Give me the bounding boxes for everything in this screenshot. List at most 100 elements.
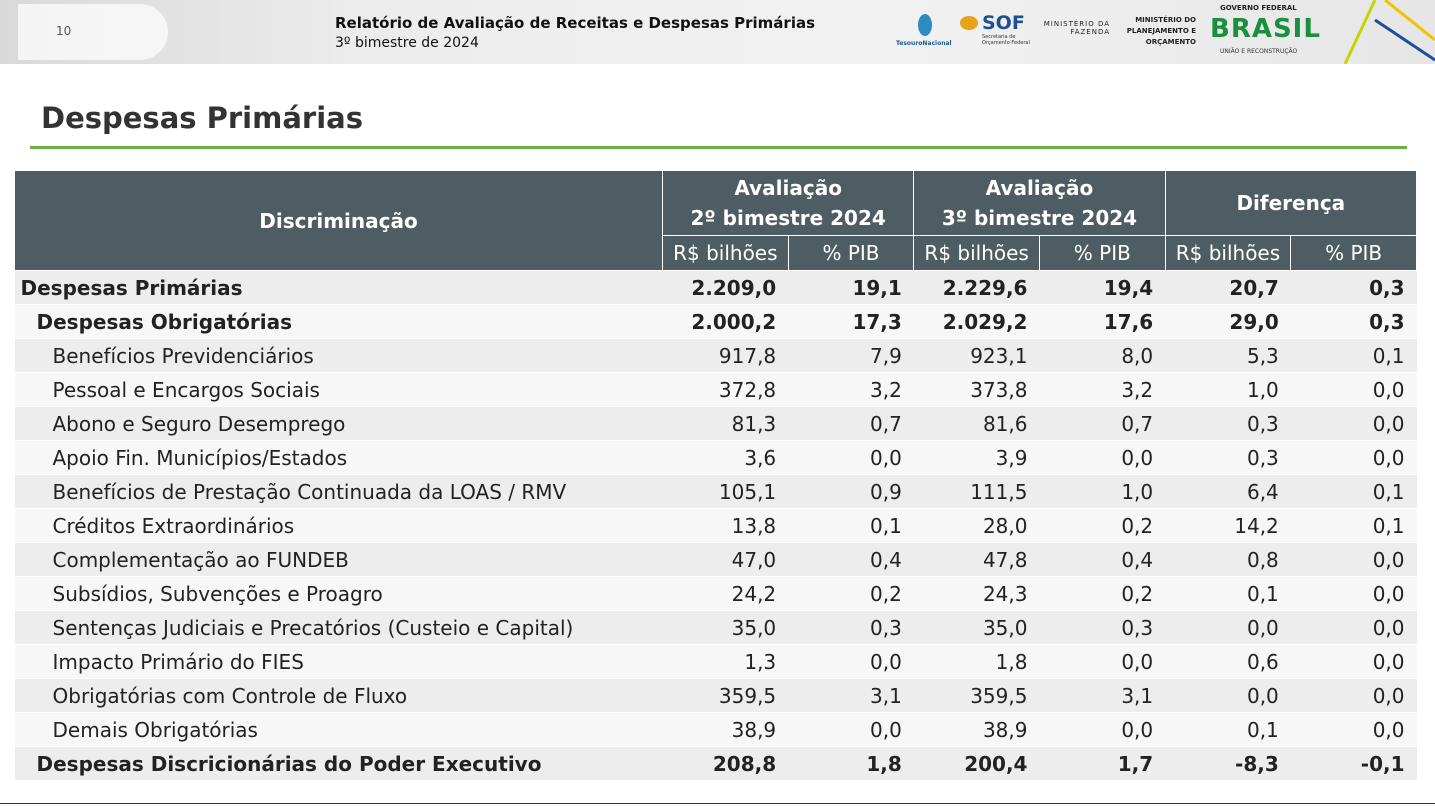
value-cell: 3,2 xyxy=(1039,372,1166,407)
value-cell: 1,3 xyxy=(662,644,789,679)
value-cell: -8,3 xyxy=(1165,746,1291,781)
value-cell: 0,0 xyxy=(788,440,914,475)
value-cell: 17,3 xyxy=(788,304,914,339)
report-subtitle: 3º bimestre de 2024 xyxy=(335,35,479,51)
value-cell: 3,2 xyxy=(788,372,914,407)
value-cell: 0,1 xyxy=(1290,508,1417,543)
value-cell: 200,4 xyxy=(913,746,1040,781)
value-cell: 0,3 xyxy=(1165,440,1291,475)
table-row: Impacto Primário do FIES 1,3 0,0 1,8 0,0 0,6 0… xyxy=(14,644,1417,679)
table-row: Apoio Fin. Municípios/Estados 3,6 0,0 3,9 0,… xyxy=(14,440,1417,475)
value-cell: 0,1 xyxy=(1290,338,1417,373)
label-cell: Créditos Extraordinários xyxy=(14,508,663,543)
title-rule xyxy=(30,146,1407,149)
value-cell: 0,2 xyxy=(788,576,914,611)
value-cell: 0,4 xyxy=(788,542,914,577)
value-cell: 0,0 xyxy=(1290,440,1417,475)
value-cell: 3,9 xyxy=(913,440,1040,475)
value-cell: 47,0 xyxy=(662,542,789,577)
label-cell: Pessoal e Encargos Sociais xyxy=(14,372,663,407)
header-bar xyxy=(0,0,1435,64)
value-cell: 3,1 xyxy=(1039,678,1166,713)
sub-header: % PIB xyxy=(1038,235,1166,271)
value-cell: 0,0 xyxy=(1290,576,1417,611)
label-cell: Apoio Fin. Municípios/Estados xyxy=(14,440,663,475)
value-cell: 24,3 xyxy=(913,576,1040,611)
value-cell: 38,9 xyxy=(662,712,789,747)
value-cell: 208,8 xyxy=(662,746,789,781)
value-cell: 14,2 xyxy=(1165,508,1291,543)
value-cell: 0,1 xyxy=(788,508,914,543)
value-cell: 20,7 xyxy=(1165,270,1291,305)
label-cell: Impacto Primário do FIES xyxy=(14,644,663,679)
value-cell: 3,1 xyxy=(788,678,914,713)
value-cell: 2.029,2 xyxy=(913,304,1040,339)
value-cell: 0,0 xyxy=(1165,610,1291,645)
value-cell: 35,0 xyxy=(662,610,789,645)
logo-tesouro: TesouroNacional xyxy=(896,40,952,47)
table-row: Subsídios, Subvenções e Proagro 24,2 0,2 24… xyxy=(14,576,1417,611)
value-cell: 0,9 xyxy=(788,474,914,509)
group-header: Diferença xyxy=(1164,170,1418,236)
value-cell: 28,0 xyxy=(913,508,1040,543)
value-cell: 0,3 xyxy=(788,610,914,645)
value-cell: 19,1 xyxy=(788,270,914,305)
label-cell: Benefícios Previdenciários xyxy=(14,338,663,373)
value-cell: 0,0 xyxy=(1290,542,1417,577)
value-cell: 0,0 xyxy=(1039,440,1166,475)
value-cell: 6,4 xyxy=(1165,474,1291,509)
value-cell: 47,8 xyxy=(913,542,1040,577)
logo-icon xyxy=(960,16,978,30)
logo-planejamento: MINISTÉRIO DO PLANEJAMENTO E ORÇAMENTO xyxy=(1126,16,1196,46)
value-cell: 2.209,0 xyxy=(662,270,789,305)
value-cell: 0,3 xyxy=(1165,406,1291,441)
table-row: Abono e Seguro Desemprego 81,3 0,7 81,6 0,7 0… xyxy=(14,406,1417,441)
value-cell: 0,0 xyxy=(1290,406,1417,441)
value-cell: 359,5 xyxy=(662,678,789,713)
data-table: Discriminação Avaliação 2º bimestre 2024… xyxy=(14,170,1418,781)
logo-governo: GOVERNO FEDERAL xyxy=(1220,4,1297,12)
label-cell: Complementação ao FUNDEB xyxy=(14,542,663,577)
value-cell: 7,9 xyxy=(788,338,914,373)
value-cell: 0,7 xyxy=(1039,406,1166,441)
value-cell: 0,2 xyxy=(1039,576,1166,611)
value-cell: 17,6 xyxy=(1039,304,1166,339)
column-header: Discriminação xyxy=(14,170,663,271)
value-cell: 1,8 xyxy=(788,746,914,781)
group-header: Avaliação 2º bimestre 2024 xyxy=(661,170,915,236)
value-cell: 111,5 xyxy=(913,474,1040,509)
value-cell: 24,2 xyxy=(662,576,789,611)
value-cell: 0,1 xyxy=(1290,474,1417,509)
sub-header: R$ bilhões xyxy=(1164,235,1292,271)
table-row: Despesas Primárias 2.209,0 19,1 2.229,6 19,4… xyxy=(14,270,1417,305)
label-cell: Despesas Discricionárias do Poder Execut… xyxy=(14,746,663,781)
value-cell: 1,0 xyxy=(1165,372,1291,407)
header-lines xyxy=(1343,0,1435,64)
label-cell: Obrigatórias com Controle de Fluxo xyxy=(14,678,663,713)
value-cell: 0,0 xyxy=(788,644,914,679)
value-cell: 0,0 xyxy=(1290,712,1417,747)
logo-icon xyxy=(918,14,932,36)
label-cell: Abono e Seguro Desemprego xyxy=(14,406,663,441)
label-cell: Demais Obrigatórias xyxy=(14,712,663,747)
value-cell: 29,0 xyxy=(1165,304,1291,339)
group-header: Avaliação 3º bimestre 2024 xyxy=(913,170,1166,236)
value-cell: 0,0 xyxy=(788,712,914,747)
logo-sof: SOF xyxy=(982,12,1025,34)
value-cell: 81,3 xyxy=(662,406,789,441)
table-row: Obrigatórias com Controle de Fluxo 359,5 3… xyxy=(14,678,1417,713)
sub-header: % PIB xyxy=(787,235,915,271)
table-row: Despesas Discricionárias do Poder Execut… xyxy=(14,746,1417,781)
value-cell: 917,8 xyxy=(662,338,789,373)
value-cell: 13,8 xyxy=(662,508,789,543)
value-cell: 0,3 xyxy=(1039,610,1166,645)
value-cell: -0,1 xyxy=(1290,746,1417,781)
value-cell: 0,3 xyxy=(1290,304,1417,339)
value-cell: 0,0 xyxy=(1290,644,1417,679)
value-cell: 1,8 xyxy=(913,644,1040,679)
table-row: Demais Obrigatórias 38,9 0,0 38,9 0,0 0,1 0,0 xyxy=(14,712,1417,747)
value-cell: 0,0 xyxy=(1290,678,1417,713)
value-cell: 0,0 xyxy=(1039,644,1166,679)
label-cell: Benefícios de Prestação Continuada da LO… xyxy=(14,474,663,509)
label-cell: Despesas Primárias xyxy=(14,270,663,305)
